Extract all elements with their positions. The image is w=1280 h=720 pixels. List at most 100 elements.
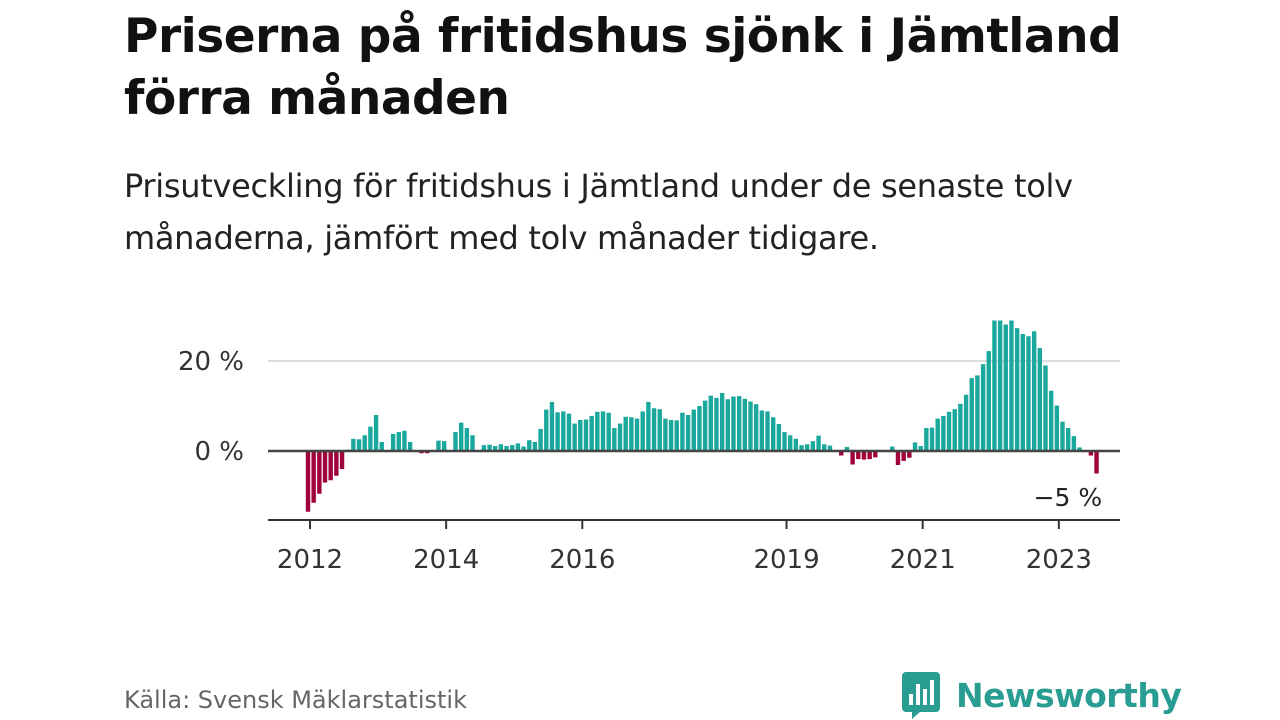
bar [816, 435, 821, 451]
bar [674, 420, 679, 451]
bar [617, 423, 623, 451]
bar [311, 451, 316, 503]
bar [952, 409, 957, 451]
bar [589, 415, 594, 451]
bar [725, 399, 730, 451]
bar [850, 451, 855, 465]
bar [1071, 436, 1077, 451]
bar [396, 432, 401, 451]
bar [697, 406, 702, 451]
bar [788, 435, 793, 451]
axis-layer: 0 % 20 % 2012 2014 2016 2019 2021 2023 −5 % [178, 347, 1120, 575]
bar [373, 415, 379, 451]
brand-logo[interactable]: Newsworthy [900, 670, 1182, 720]
bar [668, 419, 674, 451]
bar [379, 442, 384, 451]
bar [572, 423, 577, 451]
bar [731, 396, 736, 451]
bar [1054, 405, 1060, 451]
bar [890, 446, 895, 451]
bar [595, 411, 600, 451]
bar [765, 411, 770, 451]
bar [538, 428, 543, 451]
bar [912, 442, 918, 451]
bar [646, 401, 651, 451]
bar [612, 428, 617, 451]
bar [402, 430, 407, 451]
bar [555, 412, 560, 451]
bar [322, 451, 328, 483]
bar [510, 445, 515, 451]
bar [1014, 328, 1020, 451]
bar [498, 444, 504, 451]
bar [436, 440, 441, 451]
bar [458, 422, 464, 451]
bar [362, 435, 367, 451]
bar [1065, 428, 1071, 451]
bar [975, 375, 980, 451]
bar [470, 435, 475, 451]
bar [356, 439, 362, 451]
bar [600, 411, 606, 451]
bar [782, 432, 787, 451]
bar [805, 444, 810, 451]
bar [924, 428, 929, 451]
bar [907, 451, 912, 458]
x-tick-label: 2014 [413, 545, 479, 575]
brand-name: Newsworthy [956, 675, 1182, 715]
bar [685, 415, 691, 451]
bar [453, 432, 458, 451]
bar [521, 446, 526, 451]
bar [861, 451, 867, 460]
bar [634, 418, 640, 451]
bar [1020, 334, 1025, 451]
bar [918, 446, 923, 451]
source-credit: Källa: Svensk Mäklarstatistik [124, 686, 467, 714]
bar [334, 451, 339, 476]
bar [1060, 421, 1065, 451]
bar [935, 418, 940, 451]
bar [566, 413, 572, 451]
bar [702, 400, 708, 451]
bar [958, 403, 963, 451]
bar [1088, 451, 1094, 456]
bar [969, 378, 974, 451]
y-tick-label: 20 % [178, 347, 244, 377]
last-value-annotation: −5 % [1034, 483, 1103, 512]
bar [691, 409, 696, 451]
bar [606, 412, 611, 451]
bar [578, 419, 583, 451]
bar [770, 417, 776, 451]
bar [663, 418, 668, 451]
bar [844, 446, 850, 451]
bar [481, 445, 487, 451]
bar [901, 451, 906, 461]
bar [986, 351, 991, 451]
x-tick-label: 2023 [1026, 545, 1092, 575]
bar [441, 441, 447, 451]
bar [946, 411, 952, 451]
bar [1003, 324, 1008, 451]
bar [753, 404, 759, 451]
bar [1031, 331, 1037, 451]
bar [640, 411, 645, 451]
bar [623, 416, 628, 451]
bar [317, 451, 322, 494]
bar [810, 441, 816, 451]
bar [1094, 451, 1099, 474]
bar [1026, 336, 1031, 451]
x-tick-label: 2016 [549, 545, 615, 575]
bar [759, 410, 765, 451]
bar [561, 411, 566, 451]
bar [941, 415, 946, 451]
bar [895, 451, 901, 465]
bar [929, 427, 935, 451]
bar [651, 408, 657, 451]
bar [963, 394, 969, 451]
bar [464, 428, 470, 451]
bar [776, 424, 782, 451]
bar [873, 451, 878, 458]
bar [799, 445, 804, 451]
bar [793, 438, 799, 451]
